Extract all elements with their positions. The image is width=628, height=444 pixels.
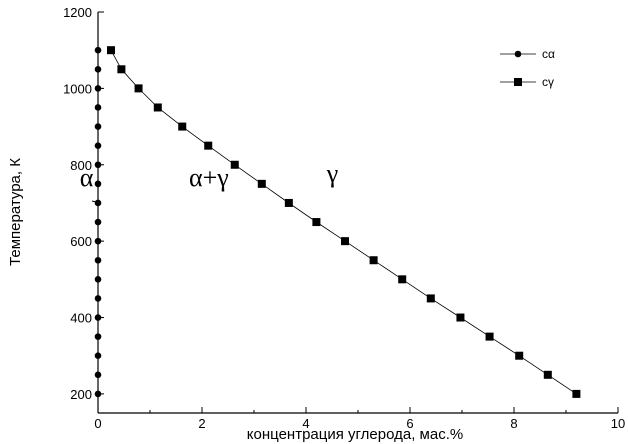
legend-marker-1 — [514, 50, 522, 58]
series-1-point — [94, 352, 102, 360]
x-tick-label: 10 — [611, 416, 625, 431]
series-2-point — [230, 160, 239, 169]
x-axis-label: концентрация углерода, мас.% — [247, 426, 463, 443]
plot-area: 0 2 4 6 8 10 200 400 600 800 1000 1200 cα cγ α α+γ γ — [63, 5, 625, 431]
series-1-point — [94, 276, 102, 283]
series-1-point — [94, 237, 102, 245]
y-tick-label: 1200 — [63, 5, 92, 20]
series-1-point — [94, 180, 102, 188]
y-tick-label: 200 — [70, 387, 92, 402]
series-2-point — [426, 294, 435, 303]
x-tick-label: 0 — [94, 416, 101, 431]
series-1-point — [94, 161, 102, 169]
y-tick-label: 400 — [70, 311, 92, 326]
y-axis-label: Температура, К — [7, 158, 24, 266]
series-2-point — [341, 237, 349, 246]
series-1-point — [94, 85, 102, 92]
series-2-point — [284, 198, 293, 207]
series-1-point — [94, 46, 102, 54]
legend-label-2: cγ — [542, 75, 554, 89]
series-2-point — [117, 65, 126, 74]
series-2-point — [153, 103, 162, 112]
series-2-point — [398, 275, 407, 284]
phase-label-3: γ — [326, 159, 339, 188]
series-1-point — [94, 218, 102, 226]
series-2-point — [369, 256, 378, 265]
series-1-point — [94, 295, 102, 302]
series-1-point — [94, 123, 102, 130]
series-2-point — [543, 370, 552, 379]
series-2-point — [572, 389, 581, 398]
series-2-point — [107, 46, 115, 55]
phase-label-1: α — [80, 163, 94, 192]
alpha-leader-line — [91, 200, 101, 204]
series-1-point — [94, 256, 102, 264]
series-2-point — [204, 141, 213, 150]
x-tick-label: 2 — [198, 416, 205, 431]
x-tick-label: 4 — [302, 416, 309, 431]
series-2-point — [485, 332, 494, 341]
x-tick-label: 8 — [510, 416, 517, 431]
legend-marker-2 — [514, 78, 522, 86]
y-tick-label: 1000 — [63, 81, 92, 96]
series-2-point — [257, 179, 266, 188]
y-tick-label: 800 — [70, 158, 92, 173]
phase-label-2: α+γ — [189, 163, 229, 192]
series-2-point — [515, 351, 524, 360]
series-line-2 — [110, 50, 577, 395]
series-1-point — [94, 65, 102, 73]
series-1-point — [94, 371, 102, 379]
series-1-point — [94, 104, 102, 111]
series-2-point — [134, 84, 143, 93]
series-1-point — [94, 142, 102, 149]
series-2-point — [178, 122, 187, 131]
series-1-point — [94, 314, 102, 321]
series-1-point — [94, 333, 102, 340]
legend-label-1: cα — [542, 47, 555, 61]
y-tick-label: 600 — [70, 234, 92, 249]
x-tick-label: 6 — [406, 416, 413, 431]
series-1-point — [94, 390, 102, 398]
series-2-point — [456, 313, 465, 322]
series-2-point — [312, 218, 321, 227]
